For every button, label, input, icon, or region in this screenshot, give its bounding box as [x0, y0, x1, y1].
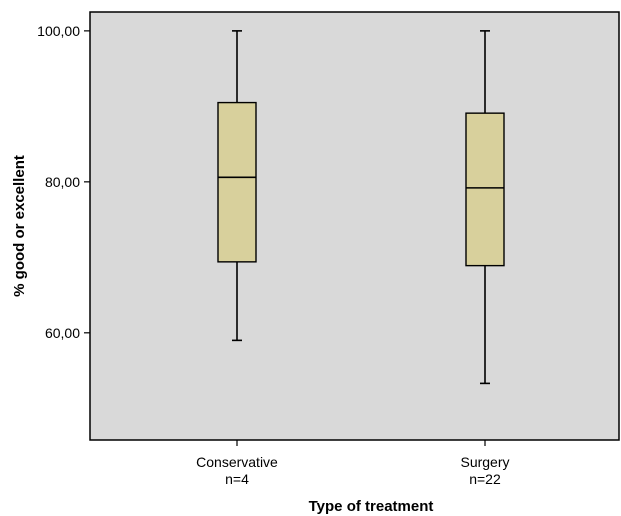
x-category-n-label: n=22: [469, 471, 501, 487]
y-axis-title: % good or excellent: [11, 155, 28, 297]
box-surgery: [465, 30, 505, 385]
y-tick-label: 60,00: [45, 325, 80, 341]
plot-area: [89, 11, 620, 441]
box-conservative: [217, 30, 257, 342]
box-series: [217, 30, 505, 385]
iqr-box: [465, 112, 505, 267]
y-tick-label: 100,00: [37, 23, 80, 39]
iqr-box: [217, 101, 257, 263]
x-category-label: Conservative: [196, 454, 278, 470]
y-tick-label: 80,00: [45, 174, 80, 190]
x-axis-title: Type of treatment: [309, 498, 434, 515]
x-category-label: Surgery: [460, 454, 509, 470]
x-category-n-label: n=4: [225, 471, 249, 487]
y-axis: 60,00 80,00 100,00: [37, 23, 90, 341]
